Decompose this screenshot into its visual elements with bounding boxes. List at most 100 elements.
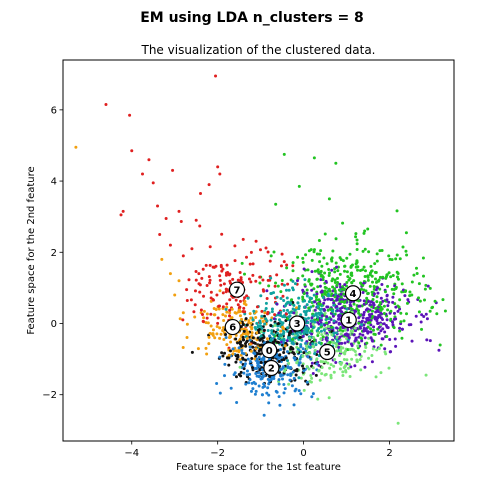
scatter-point-cluster-5 xyxy=(335,335,339,339)
scatter-point-cluster-1 xyxy=(341,326,345,330)
scatter-point-cluster-7 xyxy=(219,263,223,267)
scatter-point-cluster-7 xyxy=(224,273,228,277)
scatter-point-cluster-3 xyxy=(327,317,331,321)
scatter-point-cluster-7 xyxy=(237,306,241,310)
scatter-point-outlier xyxy=(396,421,400,425)
scatter-point-cluster-1 xyxy=(376,321,380,325)
scatter-point-cluster-1 xyxy=(310,361,314,365)
scatter-point-cluster-4 xyxy=(420,327,424,331)
scatter-point-cluster-3 xyxy=(305,326,309,330)
scatter-point-cluster-6 xyxy=(202,316,206,320)
scatter-point-cluster-1 xyxy=(362,313,366,317)
scatter-point-cluster-1 xyxy=(425,338,429,342)
scatter-point-cluster-1 xyxy=(265,289,269,293)
scatter-point-cluster-2 xyxy=(253,352,257,356)
scatter-point-cluster-6 xyxy=(254,347,258,351)
scatter-point-cluster-4 xyxy=(316,318,320,322)
scatter-point-cluster-2 xyxy=(267,382,271,386)
scatter-point-cluster-4 xyxy=(382,304,386,308)
scatter-point-cluster-1 xyxy=(414,314,418,318)
scatter-point-cluster-6 xyxy=(238,358,242,362)
scatter-point-cluster-1 xyxy=(424,312,428,316)
scatter-point-cluster-4 xyxy=(389,275,393,279)
scatter-point-cluster-2 xyxy=(305,380,309,384)
scatter-point-cluster-6 xyxy=(202,309,206,313)
scatter-point-cluster-3 xyxy=(263,322,267,326)
scatter-point-cluster-2 xyxy=(239,360,243,364)
scatter-point-cluster-5 xyxy=(355,358,359,362)
scatter-point-cluster-1 xyxy=(378,315,382,319)
scatter-point-cluster-4 xyxy=(346,348,350,352)
scatter-point-cluster-7 xyxy=(224,287,228,291)
scatter-point-cluster-1 xyxy=(387,300,391,304)
scatter-point-cluster-4 xyxy=(357,299,361,303)
scatter-point-cluster-1 xyxy=(327,320,331,324)
scatter-point-cluster-6 xyxy=(279,329,283,333)
scatter-point-cluster-1 xyxy=(389,350,393,354)
scatter-point-cluster-6 xyxy=(196,347,200,351)
scatter-point-cluster-5 xyxy=(320,372,324,376)
scatter-point-cluster-4 xyxy=(327,287,331,291)
scatter-point-cluster-3 xyxy=(253,325,257,329)
scatter-point-cluster-4 xyxy=(290,298,294,302)
scatter-point-cluster-6 xyxy=(254,310,258,314)
scatter-point-cluster-2 xyxy=(289,366,293,369)
scatter-point-cluster-7 xyxy=(193,303,197,307)
scatter-point-outlier xyxy=(168,243,172,247)
scatter-point-outlier xyxy=(297,184,301,188)
scatter-point-cluster-4 xyxy=(386,284,390,288)
scatter-point-cluster-2 xyxy=(242,371,246,375)
scatter-point-cluster-2 xyxy=(257,355,261,359)
scatter-point-cluster-2 xyxy=(254,389,258,393)
scatter-point-cluster-4 xyxy=(385,335,389,339)
scatter-point-cluster-4 xyxy=(328,271,331,275)
scatter-point-outlier xyxy=(147,158,151,162)
scatter-point-cluster-1 xyxy=(385,298,389,302)
scatter-point-cluster-6 xyxy=(219,332,223,336)
scatter-point-cluster-2 xyxy=(304,341,308,345)
scatter-point-cluster-1 xyxy=(330,268,334,272)
scatter-point-cluster-0 xyxy=(295,368,299,371)
scatter-point-cluster-0 xyxy=(257,349,261,353)
scatter-point-cluster-5 xyxy=(310,376,314,380)
scatter-point-cluster-7 xyxy=(249,250,253,254)
scatter-point-cluster-4 xyxy=(345,270,349,274)
scatter-point-cluster-6 xyxy=(207,335,211,339)
scatter-point-cluster-5 xyxy=(316,331,320,335)
scatter-point-cluster-4 xyxy=(402,319,406,323)
scatter-point-cluster-6 xyxy=(221,313,225,317)
scatter-point-cluster-0 xyxy=(234,360,238,364)
scatter-point-cluster-4 xyxy=(348,252,352,256)
scatter-point-cluster-0 xyxy=(239,370,243,374)
scatter-point-cluster-0 xyxy=(236,341,240,345)
scatter-point-cluster-7 xyxy=(221,305,225,309)
scatter-point-cluster-3 xyxy=(288,336,292,340)
scatter-point-cluster-2 xyxy=(282,391,286,395)
scatter-point-cluster-4 xyxy=(405,301,409,305)
scatter-point-cluster-5 xyxy=(344,370,348,374)
scatter-point-cluster-4 xyxy=(380,248,384,252)
scatter-point-cluster-5 xyxy=(354,353,358,357)
scatter-point-cluster-3 xyxy=(360,323,364,327)
scatter-point-cluster-0 xyxy=(277,360,281,364)
scatter-point-cluster-1 xyxy=(337,314,341,318)
scatter-point-cluster-4 xyxy=(363,229,367,233)
scatter-point-cluster-2 xyxy=(262,357,266,361)
scatter-point-cluster-4 xyxy=(438,343,442,347)
scatter-point-cluster-3 xyxy=(269,318,273,322)
scatter-point-cluster-1 xyxy=(292,311,296,315)
scatter-point-cluster-1 xyxy=(350,343,354,347)
scatter-point-cluster-0 xyxy=(259,361,263,365)
scatter-point-cluster-1 xyxy=(337,342,341,346)
scatter-point-cluster-4 xyxy=(301,256,305,260)
scatter-point-cluster-7 xyxy=(266,250,270,254)
scatter-point-cluster-3 xyxy=(317,341,321,345)
scatter-point-cluster-6 xyxy=(228,311,232,315)
scatter-point-cluster-3 xyxy=(287,288,291,292)
scatter-point-cluster-7 xyxy=(268,259,272,263)
scatter-point-cluster-6 xyxy=(281,327,285,331)
scatter-point-outlier xyxy=(334,161,338,165)
scatter-point-cluster-7 xyxy=(185,299,189,303)
scatter-point-cluster-4 xyxy=(408,294,412,298)
scatter-point-cluster-4 xyxy=(333,278,337,282)
